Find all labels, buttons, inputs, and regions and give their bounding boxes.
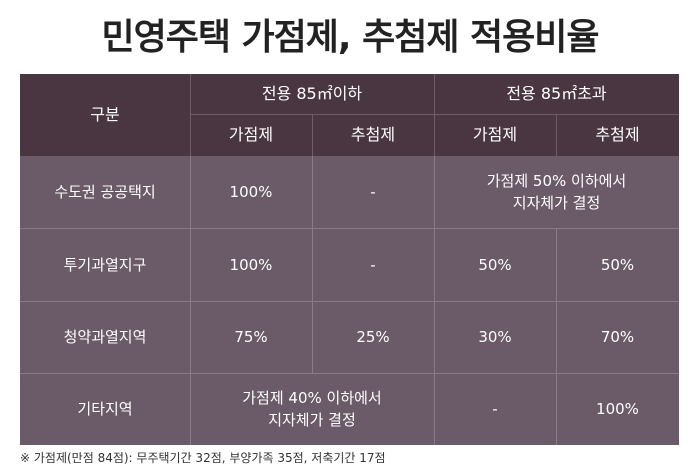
table-cell: 100% (229, 255, 273, 274)
divider (556, 114, 557, 156)
divider (434, 74, 435, 156)
divider (20, 228, 679, 229)
divider (312, 114, 313, 156)
header-group-under-85: 전용 85㎡이하 (261, 84, 363, 103)
divider (190, 156, 191, 445)
divider (312, 156, 313, 373)
header-group-over-85: 전용 85㎡초과 (506, 84, 607, 103)
table-cell: 70% (600, 328, 635, 346)
table-cell-merged: 가점제 50% 이하에서 지자체가 결정 (486, 172, 627, 212)
table-cell: - (370, 255, 376, 274)
header-points-under: 가점제 (228, 125, 274, 144)
ratio-table: 구분 전용 85㎡이하 전용 85㎡초과 가점제 추첨제 가점제 추첨제 수도권… (20, 74, 679, 445)
divider (20, 301, 679, 302)
table-cell: 30% (478, 328, 512, 346)
table-cell: 25% (356, 328, 390, 346)
header-lottery-under: 추첨제 (350, 125, 396, 144)
table-cell: - (492, 400, 498, 418)
divider (434, 156, 435, 445)
header-points-over: 가점제 (472, 125, 518, 144)
row-label: 기타지역 (77, 400, 133, 418)
table-cell: 50% (478, 255, 512, 274)
row-label: 투기과열지구 (63, 255, 147, 274)
table-cell: 75% (234, 328, 268, 346)
table-cell: 100% (596, 400, 639, 418)
footnote: ※ 가점제(만점 84점): 무주택기간 32점, 부양가족 35점, 저축기간… (20, 451, 386, 465)
row-label: 수도권 공공택지 (54, 183, 156, 201)
divider (190, 114, 679, 115)
table-header-bg (20, 74, 679, 156)
divider (190, 74, 191, 156)
table-cell-merged: 가점제 40% 이하에서 지자체가 결정 (242, 389, 382, 429)
table-cell: 50% (600, 255, 635, 274)
table-cell: - (370, 183, 376, 201)
header-category: 구분 (90, 105, 120, 124)
page-title: 민영주택 가점제, 추첨제 적용비율 (101, 17, 600, 58)
header-lottery-over: 추첨제 (595, 125, 640, 144)
table-cell: 100% (229, 183, 273, 201)
row-label: 청약과열지역 (63, 328, 147, 346)
divider (556, 228, 557, 445)
divider (20, 373, 679, 374)
